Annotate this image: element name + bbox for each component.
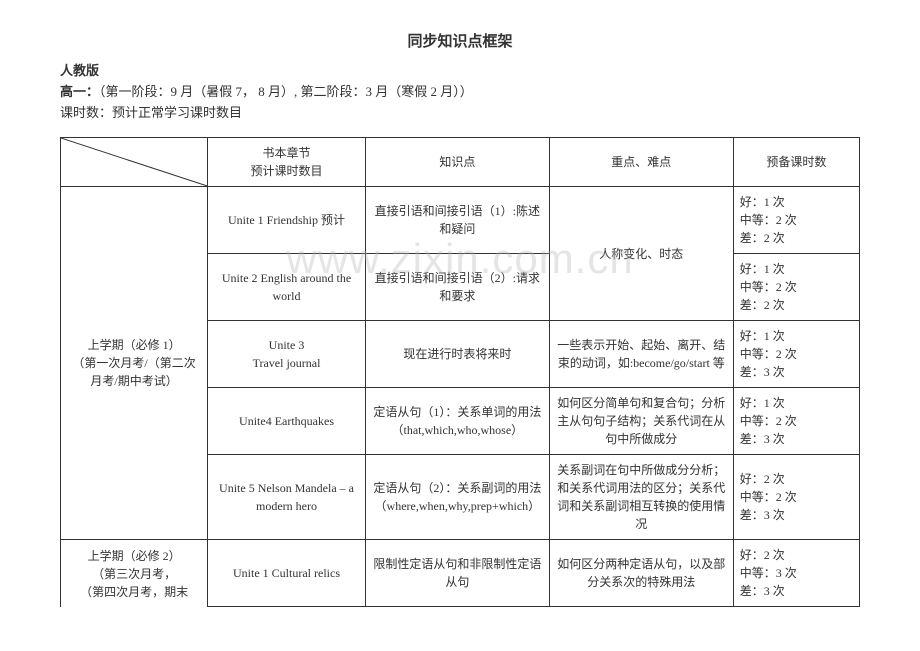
focus-cell: 一些表示开始、起始、离开、结束的动词，如:become/go/start 等 [549, 321, 733, 388]
table-row: 上学期（必修 2） （第三次月考， （第四次月考，期末 Unite 1 Cult… [61, 540, 860, 607]
focus-cell: 如何区分两种定语从句，以及部分关系次的特殊用法 [549, 540, 733, 607]
header-focus: 重点、难点 [549, 138, 733, 187]
hours-cell: 好：2 次 中等：3 次 差：3 次 [733, 540, 859, 607]
header-knowledge: 知识点 [365, 138, 549, 187]
section-label: 上学期（必修 1） （第一次月考/（第二次月考/期中考试） [61, 187, 208, 540]
header-block: 人教版 高一：（第一阶段：9 月（暑假 7， 8 月）, 第二阶段：3 月（寒假… [60, 61, 860, 123]
grade-detail: （第一阶段：9 月（暑假 7， 8 月）, 第二阶段：3 月（寒假 2 月）） [99, 84, 473, 99]
kp-cell: 定语从句（1）：关系单词的用法（that,which,who,whose） [365, 388, 549, 455]
chapter-cell: Unite 1 Cultural relics [208, 540, 366, 607]
header-hours: 预备课时数 [733, 138, 859, 187]
diagonal-header-cell [61, 138, 208, 187]
hours-cell: 好：1 次 中等：2 次 差：3 次 [733, 321, 859, 388]
kp-cell: 现在进行时表将来时 [365, 321, 549, 388]
hours-cell: 好：1 次 中等：2 次 差：3 次 [733, 388, 859, 455]
section-label: 上学期（必修 2） （第三次月考， （第四次月考，期末 [61, 540, 208, 607]
hours-cell: 好：1 次 中等：2 次 差：2 次 [733, 187, 859, 254]
chapter-cell: Unite 1 Friendship 预计 [208, 187, 366, 254]
table-header-row: 书本章节预计课时数目 知识点 重点、难点 预备课时数 [61, 138, 860, 187]
grade-label: 高一： [60, 84, 99, 99]
hours-cell: 好：2 次 中等：2 次 差：3 次 [733, 455, 859, 540]
focus-cell: 如何区分简单句和复合句；分析主从句句子结构；关系代词在从句中所做成分 [549, 388, 733, 455]
table-row: 上学期（必修 1） （第一次月考/（第二次月考/期中考试） Unite 1 Fr… [61, 187, 860, 254]
chapter-cell: Unite4 Earthquakes [208, 388, 366, 455]
kp-cell: 直接引语和间接引语（2）:请求和要求 [365, 254, 549, 321]
chapter-cell: Unite 3 Travel journal [208, 321, 366, 388]
hours-note: 课时数：预计正常学习课时数目 [60, 103, 860, 124]
header-chapter: 书本章节预计课时数目 [208, 138, 366, 187]
kp-cell: 限制性定语从句和非限制性定语从句 [365, 540, 549, 607]
chapter-cell: Unite 2 English around the world [208, 254, 366, 321]
kp-cell: 定语从句（2）：关系副词的用法（where,when,why,prep+whic… [365, 455, 549, 540]
chapter-cell: Unite 5 Nelson Mandela – a modern hero [208, 455, 366, 540]
focus-cell: 关系副词在句中所做成分分析；和关系代词用法的区分；关系代词和关系副词相互转换的使… [549, 455, 733, 540]
focus-cell: 人称变化、时态 [549, 187, 733, 321]
hours-cell: 好：1 次 中等：2 次 差：2 次 [733, 254, 859, 321]
syllabus-table: 书本章节预计课时数目 知识点 重点、难点 预备课时数 上学期（必修 1） （第一… [60, 137, 860, 607]
page-title: 同步知识点框架 [60, 30, 860, 51]
edition-label: 人教版 [60, 63, 99, 78]
kp-cell: 直接引语和间接引语（1）:陈述和疑问 [365, 187, 549, 254]
